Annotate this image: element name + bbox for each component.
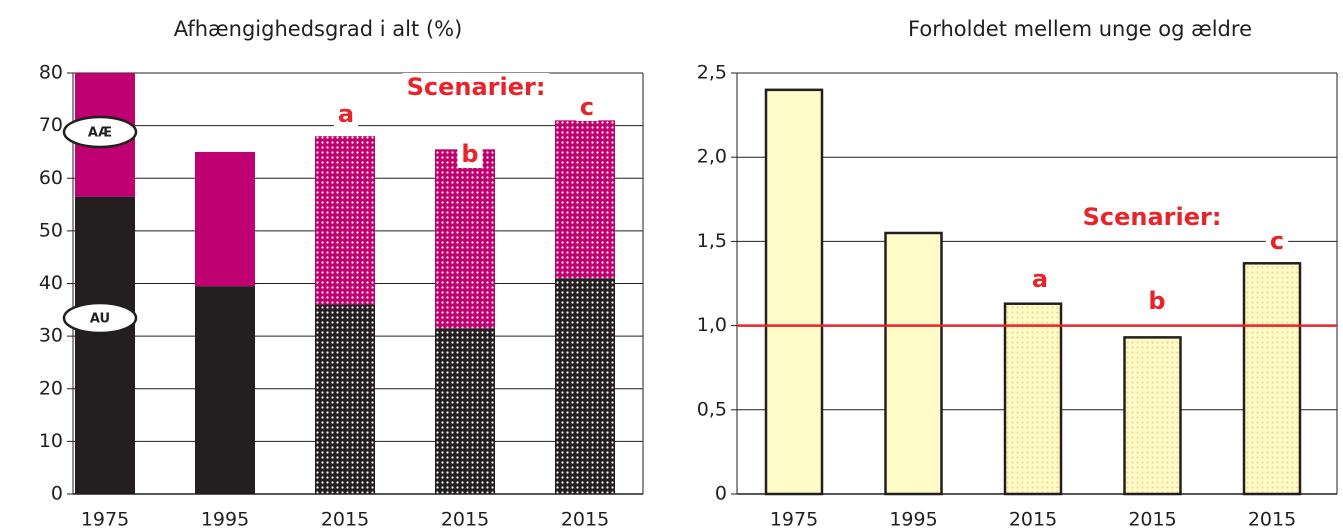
y-tick-label: 80	[39, 62, 63, 84]
y-tick-label: 70	[39, 114, 63, 136]
bar-pattern	[435, 149, 495, 329]
x-tick-label: 2015	[561, 509, 609, 531]
y-tick-label: 20	[39, 377, 63, 399]
annotation-bg	[575, 93, 599, 121]
annotation-bg	[402, 73, 550, 101]
annotation-bg	[1265, 227, 1289, 255]
x-tick-label: 2015	[1248, 509, 1296, 531]
annotation: Scenarier:	[407, 73, 546, 101]
x-tick-label: 1995	[201, 509, 249, 531]
x-tick-label: 2015	[1009, 509, 1057, 531]
x-tick-label: 1975	[81, 509, 129, 531]
y-tick-label: 2,5	[697, 62, 727, 84]
y-tick-label: 0	[51, 483, 63, 505]
annotation-bg	[333, 100, 359, 128]
bar-pattern	[555, 120, 615, 279]
annotation: b	[1148, 287, 1165, 315]
y-tick-label: 10	[39, 430, 63, 452]
x-tick-label: 2015	[441, 509, 489, 531]
y-tick-label: 40	[39, 272, 63, 294]
bar-segment	[195, 151, 255, 287]
y-tick-label: 30	[39, 325, 63, 347]
annotation: Scenarier:	[1083, 203, 1222, 231]
bar	[764, 88, 824, 496]
x-tick-label: 1995	[889, 509, 937, 531]
x-tick-label: 2015	[321, 509, 369, 531]
y-tick-label: 2,0	[697, 146, 727, 168]
y-tick-label: 1,5	[697, 230, 727, 252]
annotation: b	[461, 140, 478, 168]
annotation-bg	[1144, 287, 1170, 315]
bar-pattern	[315, 136, 375, 305]
y-tick-label: 0,5	[697, 398, 727, 420]
annotation-bg	[1078, 203, 1226, 231]
annotation-bg	[457, 140, 483, 168]
bar-pattern	[555, 278, 615, 494]
x-tick-label: 1975	[770, 509, 818, 531]
x-tick-label: 2015	[1128, 509, 1176, 531]
y-tick-label: 0	[715, 483, 727, 505]
annotation: c	[1270, 227, 1284, 255]
y-tick-label: 60	[39, 167, 63, 189]
bar	[884, 231, 943, 496]
chart-title: Forholdet mellem unge og ældre	[908, 17, 1252, 41]
legend-oval	[62, 115, 138, 149]
legend-label: AÆ	[88, 126, 112, 141]
annotation-bg	[1027, 265, 1053, 293]
y-tick-label: 1,0	[697, 314, 727, 336]
bar-pattern	[1006, 305, 1060, 493]
bar-pattern	[315, 304, 375, 494]
annotation: c	[580, 93, 594, 121]
bar-pattern	[435, 328, 495, 494]
chart-title: Afhængighedsgrad i alt (%)	[174, 17, 463, 41]
annotation: a	[1032, 265, 1048, 293]
legend-oval	[62, 301, 138, 335]
y-tick-label: 50	[39, 219, 63, 241]
annotation: a	[338, 100, 354, 128]
legend-label: AU	[90, 312, 110, 327]
bar-pattern	[1126, 338, 1179, 493]
bar-segment	[195, 286, 255, 494]
bar-pattern	[1245, 264, 1299, 493]
bar-segment	[75, 196, 135, 494]
